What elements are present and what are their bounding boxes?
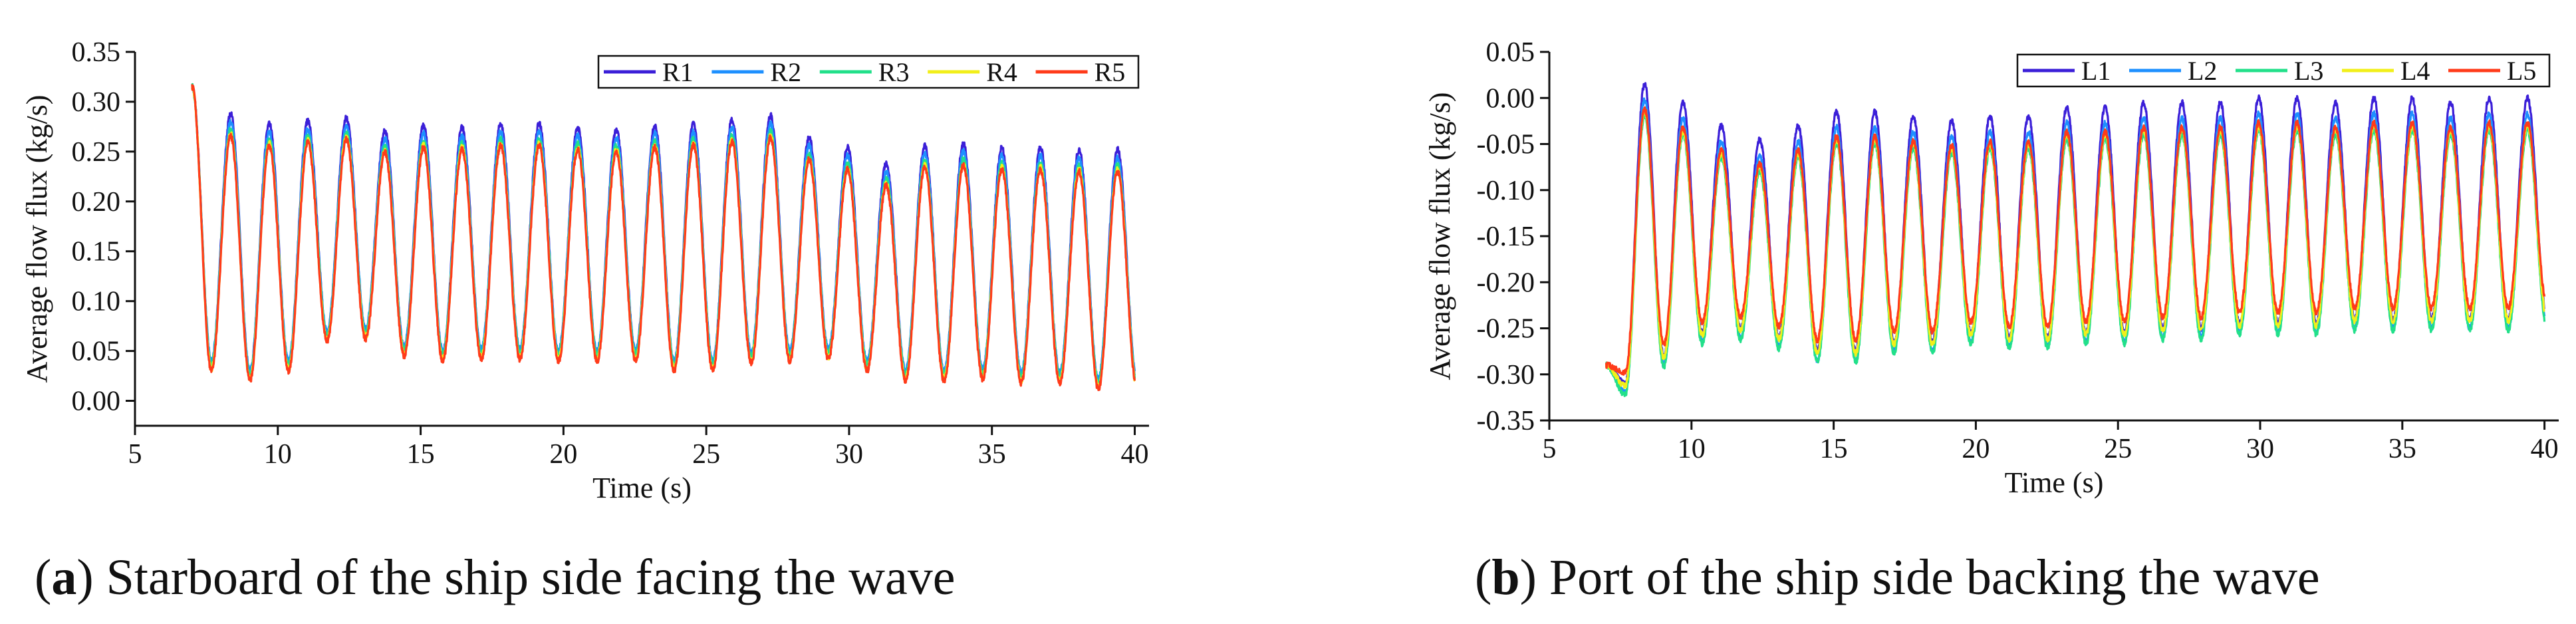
x-tick-label: 35 <box>978 439 1006 470</box>
x-axis-label: Time (s) <box>592 472 692 504</box>
x-tick-label: 40 <box>1121 439 1149 470</box>
x-tick-label: 15 <box>1820 434 1848 464</box>
x-tick-label: 10 <box>264 439 292 470</box>
legend-label-R5: R5 <box>1095 57 1126 87</box>
x-tick-label: 35 <box>2388 434 2416 464</box>
x-tick-label: 20 <box>1962 434 1990 464</box>
y-tick-label: -0.15 <box>1477 222 1535 252</box>
series-line-L5 <box>1605 106 2546 376</box>
x-tick-label: 15 <box>407 439 435 470</box>
y-tick-label: 0.00 <box>72 387 121 417</box>
caption-b-text: Port of the ship side backing the wave <box>1537 549 2320 605</box>
legend-label-L1: L1 <box>2081 56 2111 86</box>
legend-label-L2: L2 <box>2188 56 2217 86</box>
legend-label-R3: R3 <box>878 57 910 87</box>
y-axis-label: Average flow flux (kg/s) <box>21 95 53 383</box>
chart-panel-b: 5 10 15 20 25 30 35 40 -0.35 -0.30 -0.25 -0.20 -0.15… <box>1424 37 2559 499</box>
y-tick-label: 0.25 <box>72 137 121 168</box>
y-tick-label: -0.30 <box>1477 360 1535 390</box>
chart-panel-a: 5 10 15 20 25 30 35 40 0.00 0.05 0.10 0.15 0.20 0.25 0… <box>21 37 1149 504</box>
caption-a: (a) Starboard of the ship side facing th… <box>35 549 955 605</box>
y-tick-label: -0.35 <box>1477 406 1535 436</box>
series-line-L3 <box>1605 114 2546 397</box>
caption-b-letter: b <box>1491 549 1519 605</box>
y-tick-label: 0.30 <box>72 87 121 118</box>
x-tick-label: 30 <box>835 439 863 470</box>
y-tick-label: 0.20 <box>72 187 121 218</box>
legend-label-L4: L4 <box>2400 56 2430 86</box>
caption-a-letter: a <box>51 549 76 605</box>
y-axis-label: Average flow flux (kg/s) <box>1424 92 1456 381</box>
legend-label-R1: R1 <box>662 57 694 87</box>
y-tick-label: 0.00 <box>1486 83 1535 114</box>
y-tick-label: 0.10 <box>72 287 121 317</box>
legend-label-R4: R4 <box>986 57 1017 87</box>
x-axis-label: Time (s) <box>2005 466 2104 499</box>
x-tick-label: 20 <box>549 439 577 470</box>
x-tick-label: 40 <box>2531 434 2559 464</box>
legend-label-L5: L5 <box>2507 56 2536 86</box>
y-tick-label: 0.15 <box>72 237 121 267</box>
y-tick-label: -0.10 <box>1477 176 1535 206</box>
y-tick-label: -0.05 <box>1477 130 1535 160</box>
series-line-L4 <box>1605 109 2545 389</box>
y-tick-label: -0.20 <box>1477 267 1535 298</box>
legend-label-L3: L3 <box>2294 56 2323 86</box>
x-tick-label: 30 <box>2246 434 2274 464</box>
x-tick-label: 25 <box>692 439 720 470</box>
x-tick-label: 5 <box>1543 434 1557 464</box>
x-tick-label: 5 <box>128 439 142 470</box>
x-tick-label: 25 <box>2104 434 2132 464</box>
legend: R1 R2 R3 R4 R5 <box>597 55 1140 89</box>
y-tick-label: -0.25 <box>1477 314 1535 345</box>
y-tick-label: 0.35 <box>72 37 121 68</box>
y-tick-label: 0.05 <box>72 337 121 367</box>
x-tick-label: 10 <box>1678 434 1706 464</box>
caption-b: (b) Port of the ship side backing the wa… <box>1475 549 2320 605</box>
legend: L1 L2 L3 L4 L5 <box>2016 53 2551 88</box>
y-tick-label: 0.05 <box>1486 37 1535 68</box>
caption-a-text: Starboard of the ship side facing the wa… <box>94 549 956 605</box>
legend-label-R2: R2 <box>770 57 801 87</box>
series-line-L2 <box>1605 97 2546 396</box>
series-line-R5 <box>191 84 1136 391</box>
